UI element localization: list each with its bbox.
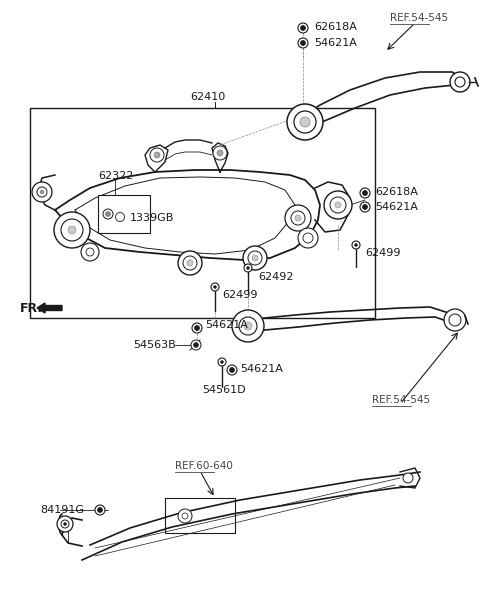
Circle shape [178, 251, 202, 275]
Circle shape [244, 264, 252, 272]
Circle shape [182, 513, 188, 519]
Circle shape [300, 40, 305, 46]
Text: 54563B: 54563B [133, 340, 176, 350]
Circle shape [355, 244, 358, 247]
Circle shape [63, 522, 67, 525]
Circle shape [247, 266, 250, 269]
Circle shape [220, 361, 224, 364]
Circle shape [61, 520, 69, 528]
Text: 1339GB: 1339GB [130, 213, 174, 223]
Circle shape [191, 340, 201, 350]
Text: 54621A: 54621A [375, 202, 418, 212]
Circle shape [116, 212, 124, 222]
Circle shape [103, 209, 113, 219]
Circle shape [68, 226, 76, 234]
Circle shape [40, 190, 44, 194]
Circle shape [352, 241, 360, 249]
Circle shape [37, 187, 47, 197]
Circle shape [295, 215, 301, 221]
Text: 54561D: 54561D [202, 385, 246, 395]
Circle shape [324, 191, 352, 219]
Circle shape [81, 243, 99, 261]
Circle shape [150, 148, 164, 162]
Circle shape [298, 38, 308, 48]
Circle shape [287, 104, 323, 140]
Circle shape [214, 285, 216, 289]
Circle shape [244, 322, 252, 330]
Circle shape [194, 326, 200, 330]
Text: 62499: 62499 [222, 290, 257, 300]
Text: 62322: 62322 [98, 171, 133, 181]
Circle shape [183, 256, 197, 270]
Text: REF.54-545: REF.54-545 [372, 395, 430, 405]
Circle shape [95, 505, 105, 515]
Circle shape [61, 219, 83, 241]
Circle shape [298, 23, 308, 33]
Text: 54621A: 54621A [240, 364, 283, 374]
Text: REF.60-640: REF.60-640 [175, 461, 233, 471]
Text: 62492: 62492 [258, 272, 293, 282]
Text: 62499: 62499 [365, 248, 400, 258]
Circle shape [303, 233, 313, 243]
Circle shape [248, 251, 262, 265]
Circle shape [217, 150, 223, 156]
Circle shape [227, 365, 237, 375]
Circle shape [239, 317, 257, 335]
Circle shape [362, 190, 368, 196]
Circle shape [403, 473, 413, 483]
Circle shape [232, 310, 264, 342]
Text: REF.54-545: REF.54-545 [390, 13, 448, 23]
Circle shape [187, 260, 193, 266]
Bar [98, 195, 150, 233]
Text: 54621A: 54621A [314, 38, 357, 48]
Circle shape [57, 516, 73, 532]
Text: 54621A: 54621A [205, 320, 248, 330]
Circle shape [86, 248, 94, 256]
Circle shape [97, 508, 103, 512]
Bar [30, 108, 375, 318]
Circle shape [243, 246, 267, 270]
Circle shape [335, 202, 341, 208]
Bar [165, 498, 235, 533]
Circle shape [455, 77, 465, 87]
Text: 62618A: 62618A [314, 22, 357, 32]
Text: 62618A: 62618A [375, 187, 418, 197]
Circle shape [362, 205, 368, 209]
Circle shape [360, 188, 370, 198]
Text: FR.: FR. [20, 301, 43, 314]
Circle shape [298, 228, 318, 248]
Circle shape [32, 182, 52, 202]
FancyArrow shape [37, 303, 62, 313]
Circle shape [449, 314, 461, 326]
Circle shape [106, 212, 110, 216]
Circle shape [193, 343, 199, 347]
Circle shape [360, 202, 370, 212]
Circle shape [285, 205, 311, 231]
Circle shape [178, 509, 192, 523]
Circle shape [291, 211, 305, 225]
Text: 84191G: 84191G [40, 505, 84, 515]
Circle shape [330, 197, 346, 213]
Circle shape [229, 368, 235, 372]
Circle shape [211, 283, 219, 291]
Circle shape [154, 152, 160, 158]
Circle shape [252, 255, 258, 261]
Circle shape [218, 358, 226, 366]
Text: 62410: 62410 [190, 92, 225, 102]
Circle shape [213, 146, 227, 160]
Circle shape [54, 212, 90, 248]
Circle shape [444, 309, 466, 331]
Circle shape [450, 72, 470, 92]
Circle shape [192, 323, 202, 333]
Circle shape [300, 25, 305, 30]
Circle shape [294, 111, 316, 133]
Circle shape [300, 117, 310, 127]
